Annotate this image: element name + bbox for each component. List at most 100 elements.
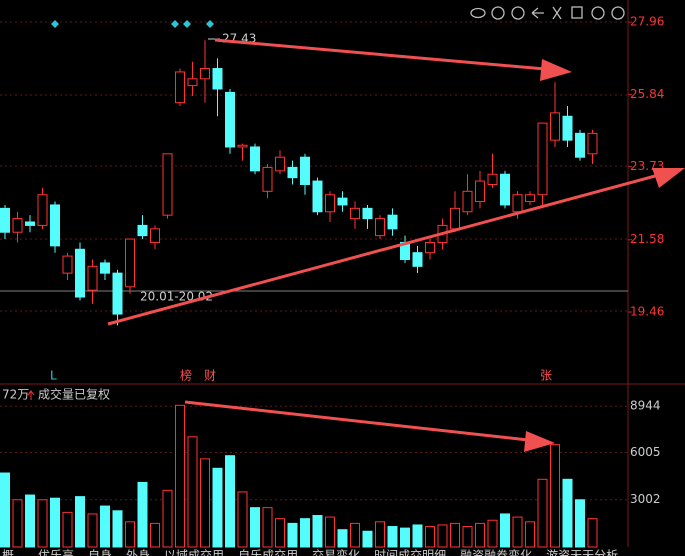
candle-body [287,166,298,179]
tab[interactable]: 融资融券变化 [460,548,532,556]
tab[interactable]: 概 [2,549,14,556]
candle-body [0,207,10,233]
volume-bar [275,518,285,548]
candle-body [225,91,235,148]
volume-bar [312,515,323,548]
volume-bar [350,522,360,548]
y-tick-label: 8944 [630,399,661,413]
candle-body [337,197,348,206]
candle-body [212,68,223,90]
candle-body [200,68,210,80]
candle-body [12,218,23,233]
tab[interactable]: 优乐高 [38,548,74,556]
candle-body [187,78,198,87]
volume-bar [387,526,398,548]
event-mark: L [50,369,57,383]
volume-bar [400,527,410,548]
volume-bar [162,489,173,548]
volume-bar [137,481,148,548]
tab[interactable]: 自身 [88,548,112,556]
candle-body [137,224,148,237]
volume-bar [587,518,598,548]
y-tick-label: 3002 [630,492,661,506]
candle-body [37,194,48,226]
tab[interactable]: 外身 [126,548,150,556]
tab[interactable]: 游资天天分析 [546,549,618,556]
volume-bar [187,436,198,548]
candle-body [62,255,73,274]
volume-bar [37,499,48,548]
volume-bar [225,455,235,548]
volume-bar [25,494,35,548]
candle-body [250,146,260,172]
tab[interactable]: 交易变化 [312,548,360,556]
candle-body [487,173,498,185]
tab[interactable]: 以域成交用 [164,548,224,556]
volume-bar [12,499,23,548]
candle-body [325,194,335,213]
volume-bar [200,458,210,548]
volume-bar [462,526,473,548]
candle-body [387,214,398,230]
volume-bar [150,522,160,548]
candle-body [50,204,60,247]
volume-bar [525,521,535,548]
volume-unit: 72万 [2,388,29,402]
y-tick-label: 19.46 [630,305,664,319]
candle-body [112,272,123,315]
candle-body [87,265,98,291]
volume-bar [550,444,560,548]
toolbar[interactable] [470,6,625,20]
tab[interactable]: 时间成交明细 [374,548,446,556]
diamond-markers [51,20,214,28]
y-tick-label: 25.84 [630,87,664,101]
candle-body [312,180,323,213]
volume-title: 成交量已复权 [38,387,110,402]
candle-body [462,190,473,213]
volume-bar [500,513,510,548]
volume-bar [237,491,248,548]
volume-bar [75,496,85,548]
volume-bar [87,513,98,548]
volume-bar [562,478,573,548]
event-mark: 榜 [180,368,192,383]
volume-bar [0,472,10,548]
candle-body [300,156,310,185]
y-tick-label: 6005 [630,445,661,459]
volume-bar [512,516,523,548]
volume-bar [325,516,335,548]
range-label: 20.01-20.02 [140,290,213,304]
volume-bar [425,526,435,548]
volume-bar [475,522,485,548]
event-mark: 财 [204,369,216,383]
y-tick-label: 27.96 [630,15,664,29]
candle-body [375,218,385,237]
candle-body [362,207,373,220]
up-arrow-icon [27,390,35,400]
volume-bar [575,499,585,548]
candle-body [537,122,548,196]
candle-body [575,132,585,158]
volume-bar [300,518,310,548]
volume-bar [437,524,448,548]
tab[interactable]: 自乐成交用 [238,548,298,556]
candle-body [75,248,85,298]
volume-bar [375,521,385,548]
candle-body [350,207,360,220]
volume-bar [337,529,348,548]
candle-body [125,238,135,288]
volume-bar [450,522,460,548]
volume-bar [287,522,298,548]
candle-body [587,132,598,155]
volume-bar [537,478,548,548]
tab-bar: 概 优乐高 自身 外身 以域成交用 自乐成交用 交易变化 时间成交明细 融资融券变化 游资天天分析 [2,548,618,556]
event-mark: 张 [540,369,552,383]
volume-bar [62,511,73,548]
candle-body [450,207,460,230]
volume-bar [112,510,123,548]
candle-body [525,194,535,203]
volume-bar [362,530,373,548]
volume-bar [50,497,60,548]
candle-body [500,173,510,206]
